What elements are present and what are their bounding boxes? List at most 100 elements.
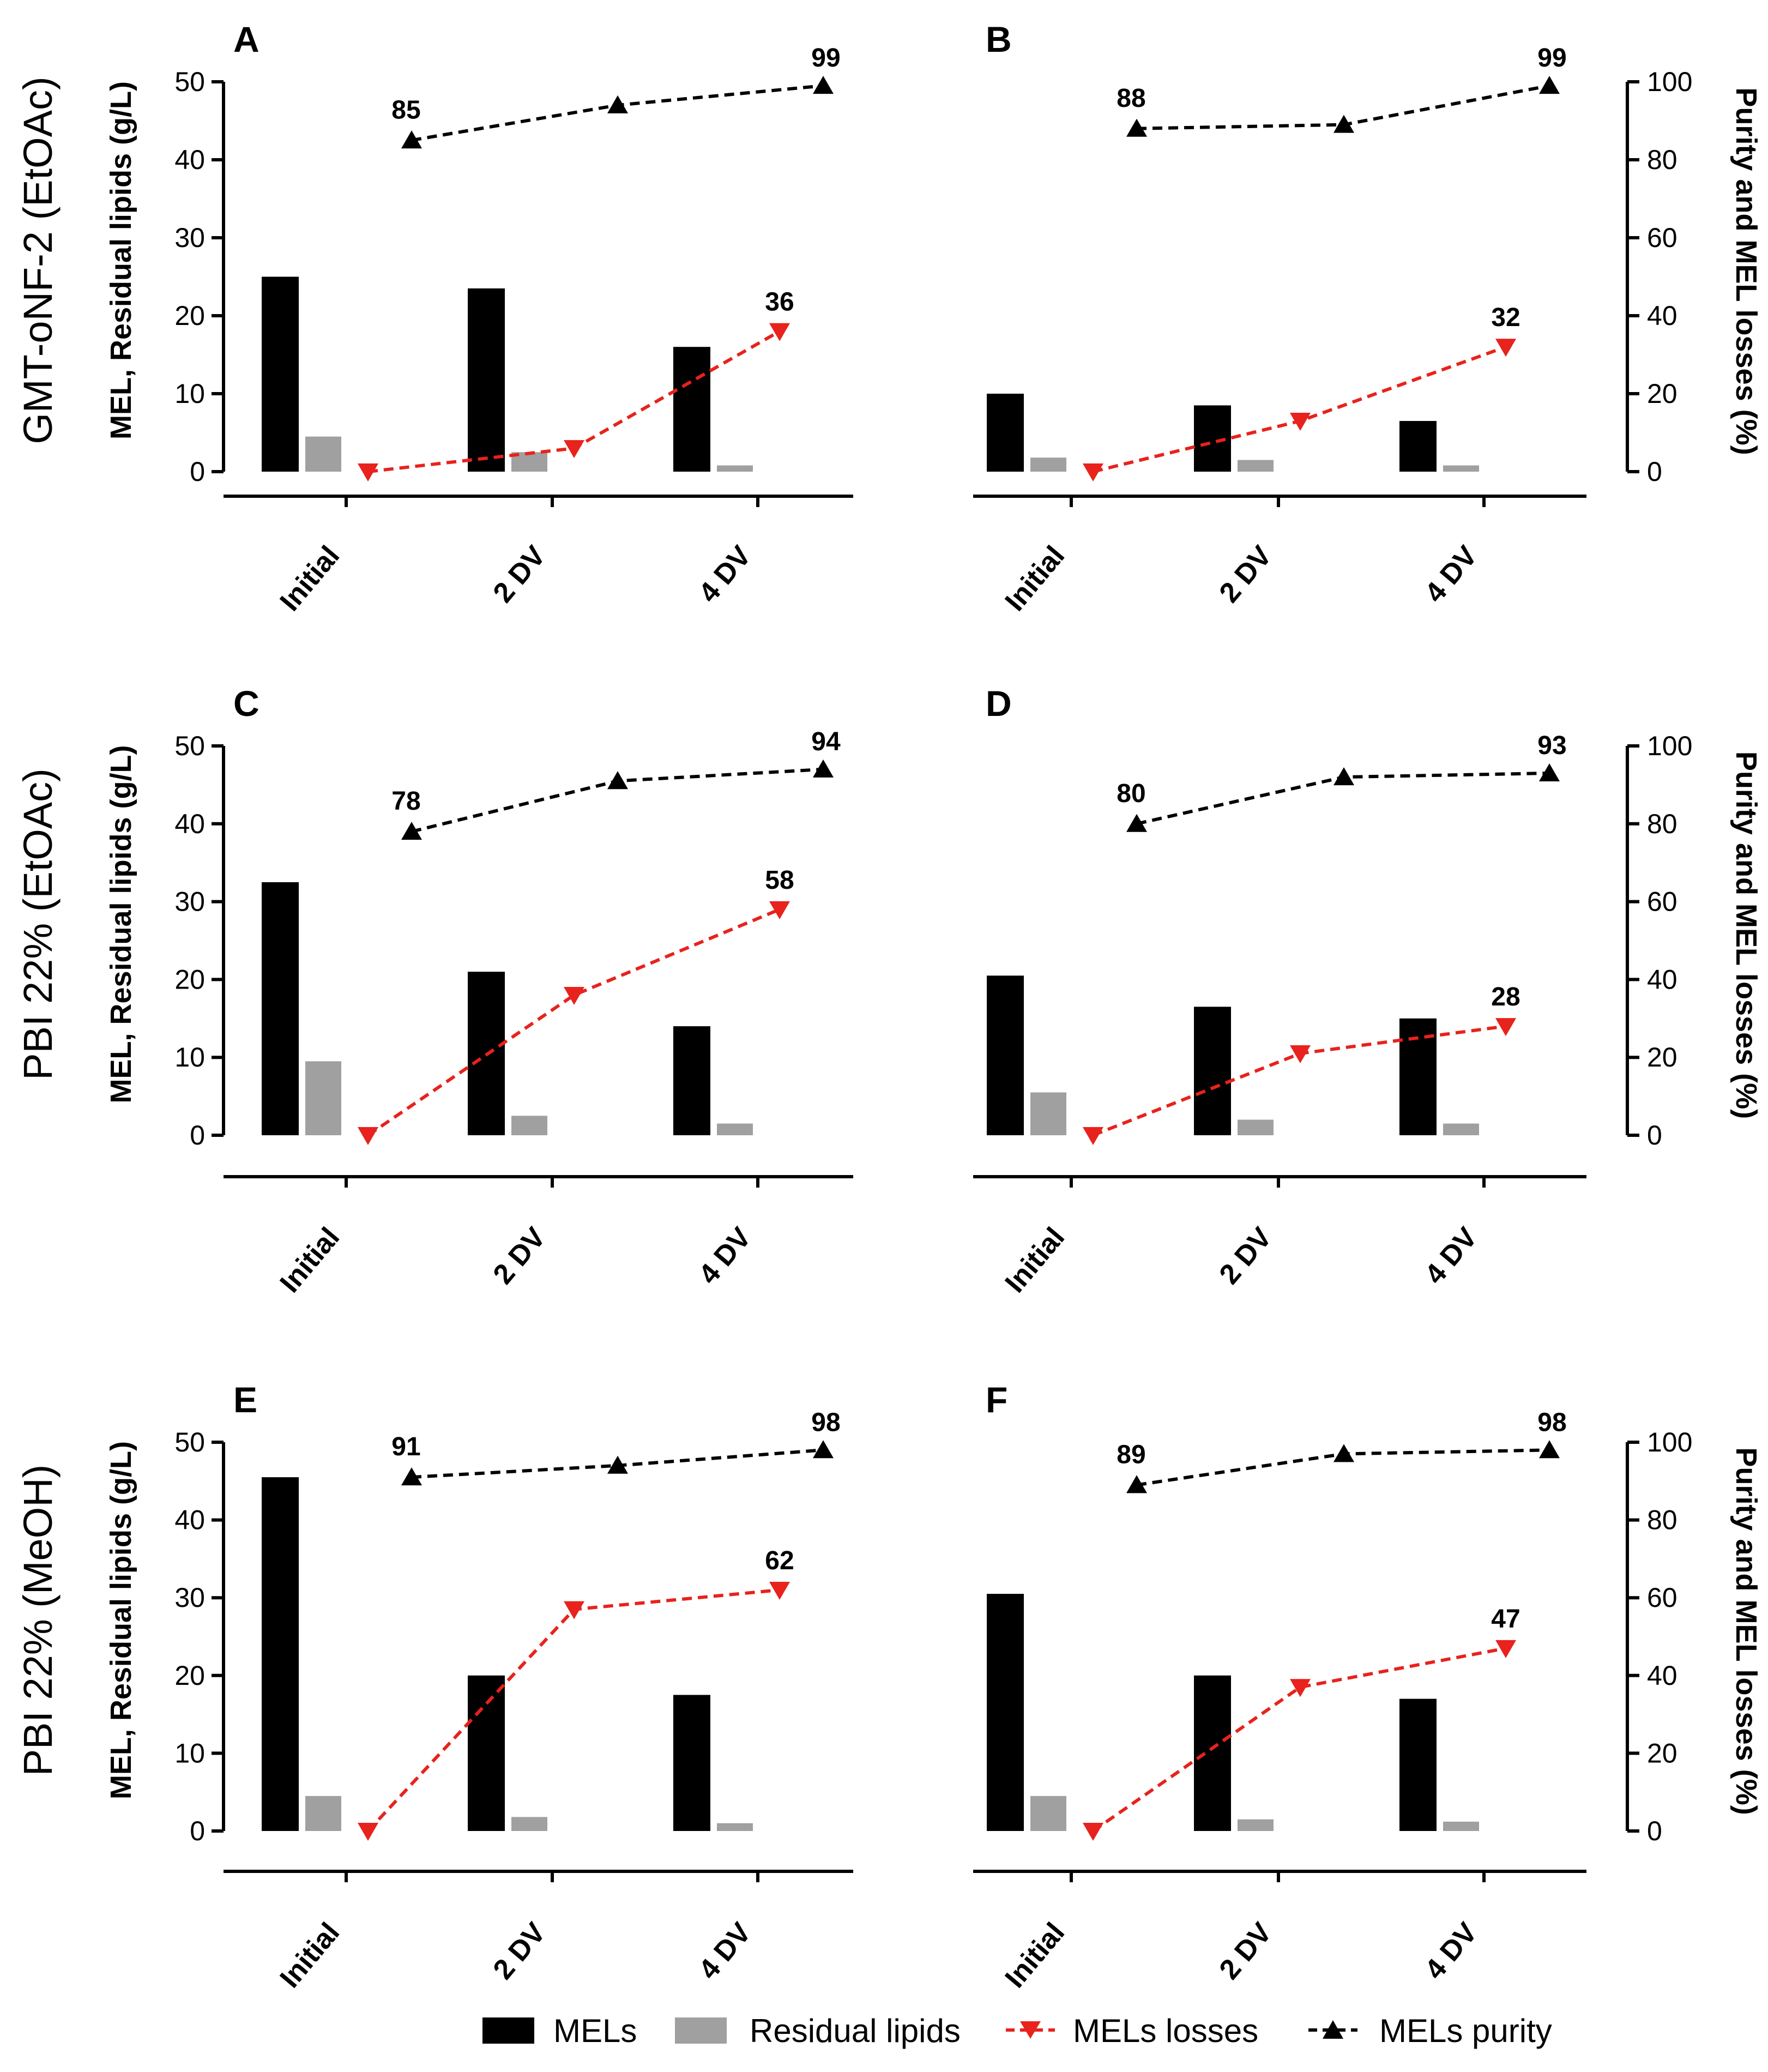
losses-marker	[1083, 463, 1103, 481]
legend-swatch-mels	[482, 2017, 534, 2044]
y-tick-label: 10	[174, 378, 205, 409]
purity-data-label: 94	[811, 727, 841, 756]
row-title: GMT-oNF-2 (EtOAc)	[15, 76, 61, 444]
purity-data-label: 99	[1537, 44, 1566, 73]
x-tick-label: 2 DV	[1213, 540, 1278, 609]
losses-marker	[358, 463, 378, 481]
panel-letter: E	[233, 1380, 257, 1420]
y-tick-label: 0	[1647, 1816, 1662, 1846]
legend-label: MELs losses	[1073, 2013, 1258, 2049]
legend: MELs Residual lipids MELs losses MELs purit…	[482, 2013, 1552, 2049]
purity-data-label: 98	[811, 1408, 840, 1437]
bar-mels	[987, 975, 1024, 1135]
bar-residual-lipids	[717, 1823, 753, 1831]
y-tick-label: 40	[174, 809, 205, 839]
purity-data-label: 80	[1117, 779, 1145, 808]
y-tick-label: 50	[174, 1427, 205, 1457]
y-tick-label: 80	[1647, 144, 1678, 175]
y-tick-label: 60	[1647, 887, 1678, 917]
y-tick-label: 0	[190, 1816, 205, 1846]
losses-marker	[1083, 1823, 1103, 1841]
y-tick-label: 0	[1647, 456, 1662, 487]
y-tick-label: 60	[1647, 1582, 1678, 1613]
y-tick-label: 80	[1647, 809, 1678, 839]
bar-mels	[987, 394, 1024, 472]
bar-mels	[987, 1594, 1024, 1831]
panel-f: F 0 20 40 60 80 100 Initial 2 DV 4 DV 47 89 98	[973, 1380, 1692, 1994]
y-tick-label: 100	[1647, 67, 1692, 97]
losses-marker	[1495, 1018, 1516, 1037]
purity-data-label: 85	[391, 95, 420, 124]
y-tick-label: 50	[174, 67, 205, 97]
panel-b: B 0 20 40 60 80 100 Initial 2 DV 4 DV 32 88 99	[973, 19, 1692, 617]
y-tick-label: 40	[174, 1505, 205, 1535]
purity-marker	[607, 771, 628, 790]
legend-swatch-residual-lipids	[675, 2017, 727, 2044]
row-title: PBI 22% (MeOH)	[15, 1465, 61, 1776]
y-tick-label: 40	[1647, 300, 1678, 331]
x-tick-label: Initial	[999, 540, 1071, 617]
purity-marker	[813, 76, 834, 94]
panel-a: A 0 10 20 30 40 50 Initial 2 DV 4 DV 36 85 99	[174, 19, 853, 617]
x-tick-label: 2 DV	[487, 540, 552, 609]
y-tick-label: 0	[190, 1120, 205, 1151]
bar-mels	[262, 1477, 299, 1831]
purity-data-label: 93	[1537, 731, 1566, 760]
purity-marker	[1126, 1475, 1147, 1493]
x-tick-label: 4 DV	[1419, 1917, 1483, 1985]
legend-label: MELs purity	[1379, 2013, 1552, 2049]
purity-marker	[1539, 1440, 1560, 1459]
row-title: PBI 22% (EtOAc)	[15, 768, 61, 1080]
y-tick-label: 10	[174, 1738, 205, 1768]
losses-data-label: 58	[765, 866, 794, 895]
purity-data-label: 99	[811, 44, 840, 73]
bar-residual-lipids	[511, 1116, 547, 1135]
bar-residual-lipids	[305, 436, 341, 472]
y-tick-label: 40	[1647, 964, 1678, 995]
losses-marker	[1083, 1127, 1103, 1145]
losses-marker	[564, 440, 584, 459]
purity-marker	[1333, 1444, 1354, 1462]
bar-residual-lipids	[1238, 460, 1274, 472]
purity-marker	[401, 1467, 422, 1486]
y-tick-label: 30	[174, 1582, 205, 1613]
losses-line	[1093, 345, 1507, 473]
losses-line	[366, 1588, 780, 1833]
right-axis-label: Purity and MEL losses (%)	[1730, 87, 1763, 455]
bar-residual-lipids	[1030, 1796, 1066, 1831]
bar-mels	[1194, 405, 1231, 472]
y-tick-label: 100	[1647, 1427, 1692, 1457]
bar-residual-lipids	[1030, 457, 1066, 472]
y-tick-label: 20	[1647, 1042, 1678, 1073]
losses-data-label: 62	[765, 1546, 794, 1575]
purity-marker	[1333, 767, 1354, 786]
losses-data-label: 36	[765, 288, 794, 317]
panel-d: D 0 20 40 60 80 100 Initial 2 DV 4 DV 28 80 93	[973, 683, 1692, 1299]
y-tick-label: 100	[1647, 731, 1692, 761]
bar-residual-lipids	[1238, 1819, 1274, 1831]
legend-marker-losses	[1020, 2021, 1041, 2039]
purity-marker	[401, 822, 422, 840]
bar-residual-lipids	[305, 1061, 341, 1135]
y-tick-label: 20	[174, 1660, 205, 1691]
purity-marker	[813, 759, 834, 778]
bar-residual-lipids	[1443, 1821, 1479, 1831]
legend-label: Residual lipids	[750, 2013, 961, 2049]
purity-marker	[1539, 76, 1560, 94]
x-tick-label: 4 DV	[692, 1917, 757, 1985]
y-tick-label: 20	[174, 964, 205, 995]
y-tick-label: 20	[1647, 378, 1678, 409]
y-tick-label: 40	[1647, 1660, 1678, 1691]
losses-marker	[1495, 1640, 1516, 1658]
x-tick-label: 4 DV	[1419, 1221, 1483, 1290]
x-tick-label: 2 DV	[487, 1221, 552, 1290]
bar-mels	[1399, 1698, 1437, 1831]
bar-mels	[262, 276, 299, 472]
panel-letter: C	[233, 683, 260, 724]
losses-marker	[769, 323, 790, 341]
panel-letter: D	[986, 683, 1012, 724]
y-tick-label: 30	[174, 887, 205, 917]
losses-marker	[1290, 413, 1311, 431]
purity-marker	[1126, 118, 1147, 137]
bar-mels	[1399, 421, 1437, 472]
